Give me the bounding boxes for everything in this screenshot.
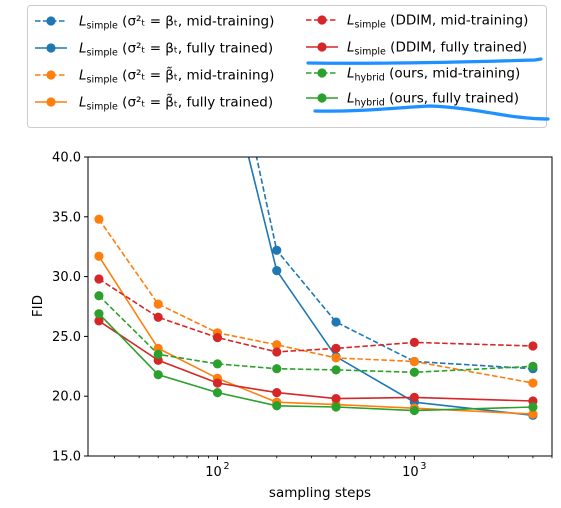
legend-entry-7: Lhybrid (ours, fully trained) [306, 91, 519, 109]
legend-entry-1: Lsimple (σ²ₜ = βₜ, fully trained) [35, 41, 273, 59]
data-point-s7-1 [153, 370, 163, 380]
series-line-5 [98, 320, 533, 402]
legend-entry-4: Lsimple (DDIM, mid-training) [306, 13, 528, 31]
data-point-s2-3 [272, 340, 282, 350]
data-point-s7-2 [212, 388, 223, 398]
series-line-6 [98, 295, 533, 374]
legend-entry-3: Lsimple (σ²ₜ = β̃ₜ, fully trained) [35, 93, 273, 113]
legend-marker [317, 15, 327, 25]
legend-label: Lsimple (σ²ₜ = βₜ, mid-training) [79, 14, 274, 32]
axes: 15.020.025.030.035.040.010 2 10 3 [52, 151, 553, 480]
plot-border [87, 156, 553, 457]
legend-marker [46, 16, 56, 26]
y-tick-label: 40.0 [52, 151, 81, 166]
series-line-4 [98, 278, 533, 353]
legend-label: Lhybrid (ours, fully trained) [347, 91, 519, 109]
series-line-3 [98, 255, 533, 415]
legend-entry-2: Lsimple (σ²ₜ = β̃ₜ, mid-training) [35, 66, 274, 86]
legend-entry-5: Lsimple (DDIM, fully trained) [306, 40, 527, 58]
series-line-1 [247, 157, 533, 417]
data-point-s6-4 [331, 365, 341, 375]
legend-label: Lsimple (σ²ₜ = β̃ₜ, fully trained) [79, 93, 273, 112]
data-point-s7-4 [331, 402, 341, 412]
data-point-s5-0 [94, 316, 104, 326]
data-point-s4-0 [94, 274, 104, 284]
x-tick-exponent: 3 [420, 461, 426, 472]
data-point-s4-5 [409, 337, 419, 347]
y-tick-label: 15.0 [52, 450, 81, 465]
data-point-s2-0 [94, 214, 104, 224]
data-point-s2-1 [153, 299, 163, 309]
data-point-s5-5 [409, 392, 419, 402]
data-point-s3-6 [528, 409, 538, 419]
data-point-s7-3 [272, 401, 282, 411]
data-point-s4-1 [153, 312, 163, 322]
underline-1 [306, 57, 543, 65]
x-tick-label: 10 [402, 465, 419, 480]
data-point-s4-6 [528, 341, 538, 351]
legend-marker [317, 93, 327, 103]
legend-label: Lsimple (DDIM, fully trained) [347, 40, 527, 58]
data-point-s0-4 [331, 317, 341, 327]
data-point-s5-4 [331, 393, 341, 404]
series-line-0 [255, 157, 533, 370]
data-point-s5-2 [212, 378, 223, 388]
legend-marker [46, 97, 56, 107]
data-point-s7-6 [528, 402, 538, 412]
data-point-s0-3 [272, 245, 282, 255]
data-point-s6-2 [212, 359, 223, 369]
legend-entry-6: Lhybrid (ours, mid-training) [306, 66, 520, 84]
data-point-s2-6 [528, 378, 538, 388]
data-point-s1-3 [272, 266, 282, 276]
legend-entry-0: Lsimple (σ²ₜ = βₜ, mid-training) [35, 14, 274, 32]
legend-label: Lsimple (σ²ₜ = βₜ, fully trained) [79, 41, 273, 59]
legend-marker [46, 43, 56, 53]
y-tick-label: 35.0 [52, 210, 81, 225]
x-tick-exponent: 2 [223, 461, 229, 472]
data-point-s4-2 [212, 332, 223, 343]
data-point-s6-0 [94, 291, 104, 301]
data-point-s6-3 [272, 364, 282, 374]
data-point-s2-4 [331, 353, 341, 363]
legend-marker [317, 42, 327, 52]
x-axis-label: sampling steps [269, 485, 371, 501]
plot-frame [87, 156, 553, 457]
data-point-s3-0 [94, 251, 104, 261]
legend-box [27, 5, 547, 128]
y-tick-label: 30.0 [52, 270, 81, 285]
y-tick-label: 20.0 [52, 390, 81, 405]
data-point-s7-5 [409, 405, 419, 416]
plot-series [94, 157, 538, 420]
series-line-2 [98, 218, 534, 384]
y-tick-label: 25.0 [52, 330, 81, 345]
legend-label: Lsimple (σ²ₜ = β̃ₜ, mid-training) [79, 66, 274, 85]
legend: Lsimple (σ²ₜ = βₜ, mid-training) Lsimple … [27, 5, 547, 128]
legend-marker [317, 68, 327, 78]
legend-marker [46, 70, 56, 80]
data-point-s5-3 [272, 388, 282, 398]
data-point-s6-6 [528, 361, 538, 371]
data-point-s6-1 [153, 349, 163, 359]
legend-label: Lsimple (DDIM, mid-training) [347, 13, 528, 31]
y-axis-label: FID [30, 295, 46, 317]
data-point-s7-0 [94, 309, 104, 319]
data-point-s2-5 [409, 356, 419, 367]
data-point-s4-4 [331, 343, 341, 353]
data-point-s4-3 [272, 347, 282, 357]
legend-label: Lhybrid (ours, mid-training) [347, 66, 520, 84]
hand-drawn-underline-annotations [306, 57, 550, 121]
underline-2 [313, 104, 550, 121]
x-tick-label: 10 [205, 465, 222, 480]
data-point-s6-5 [409, 367, 419, 377]
